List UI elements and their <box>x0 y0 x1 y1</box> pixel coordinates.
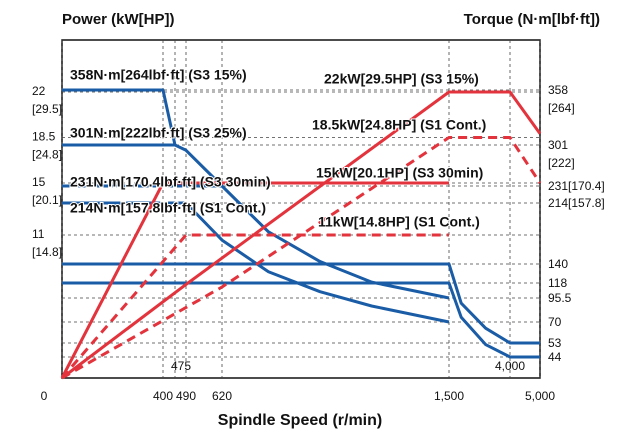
series-label: 18.5kW[24.8HP] (S1 Cont.) <box>312 117 486 133</box>
x-tick-label: 5,000 <box>525 389 555 403</box>
tick-label-line: [20.1] <box>32 193 62 207</box>
x-tick-label: 400 <box>153 389 173 403</box>
x-tick-label: 490 <box>176 389 196 403</box>
tick-label-line: 11 <box>32 227 45 241</box>
tick-label-line: [29.5] <box>32 102 62 116</box>
tick-label-line: [264] <box>548 101 575 115</box>
x-tick-label: 1,500 <box>434 389 464 403</box>
tick-label: 140 <box>548 257 568 271</box>
x-axis-title: Spindle Speed (r/min) <box>218 412 382 429</box>
x-tick-label: 475 <box>171 359 191 373</box>
left-axis-title: Power (kW[HP]) <box>62 11 175 28</box>
tick-label: 15 [20.1] <box>32 175 62 207</box>
series-label: 22kW[29.5HP] (S3 15%) <box>324 71 479 87</box>
x-tick-label: 620 <box>212 389 232 403</box>
tick-label: 118 <box>548 276 567 290</box>
series-line <box>61 90 542 380</box>
tick-label-line: 22 <box>32 84 46 98</box>
tick-label: 44 <box>548 350 562 364</box>
tick-label-line: 358 <box>548 83 568 97</box>
tick-label-line: 15 <box>32 175 46 189</box>
tick-label: 18.5 [24.8] <box>32 130 62 162</box>
series-line <box>60 233 449 379</box>
tick-label-line: 301 <box>548 138 568 152</box>
tick-label-line: [14.8] <box>32 245 62 259</box>
series-label: 301N·m[222lbf·ft] (S3 25%) <box>70 125 247 141</box>
series-label: 11kW[14.8HP] (S1 Cont.) <box>318 214 480 230</box>
x-tick-label: 4,000 <box>495 359 525 373</box>
tick-label: 11 [14.8] <box>32 227 62 259</box>
series-label: 231N·m[170.4lbf·ft] (S3 30min) <box>70 174 271 190</box>
tick-label-line: [222] <box>548 156 575 170</box>
series-line <box>61 136 542 380</box>
tick-label: 214[157.8] <box>548 196 605 210</box>
tick-label-line: [24.8] <box>32 148 62 162</box>
tick-label: 95.5 <box>548 291 572 305</box>
tick-label: 22 [29.5] <box>32 84 62 116</box>
tick-label: 231[170.4] <box>548 179 605 193</box>
right-axis-title: Torque (N·m[lbf·ft]) <box>464 11 600 28</box>
series-line <box>62 262 540 345</box>
series-label: 358N·m[264lbf·ft] (S3 15%) <box>70 67 247 83</box>
series-line <box>60 181 449 379</box>
series-label: 214N·m[157.8lbf·ft] (S1 Cont.) <box>70 200 266 216</box>
series-label: 15kW[20.1HP] (S3 30min) <box>316 165 483 181</box>
series-line <box>62 201 450 324</box>
tick-label: 70 <box>548 315 562 329</box>
tick-label-line: 18.5 <box>32 130 56 144</box>
series-line <box>62 281 540 359</box>
tick-label: 301 [222] <box>548 138 575 170</box>
x-tick-label: 0 <box>41 389 48 403</box>
tick-label: 358 [264] <box>548 83 575 115</box>
tick-label: 53 <box>548 336 562 350</box>
